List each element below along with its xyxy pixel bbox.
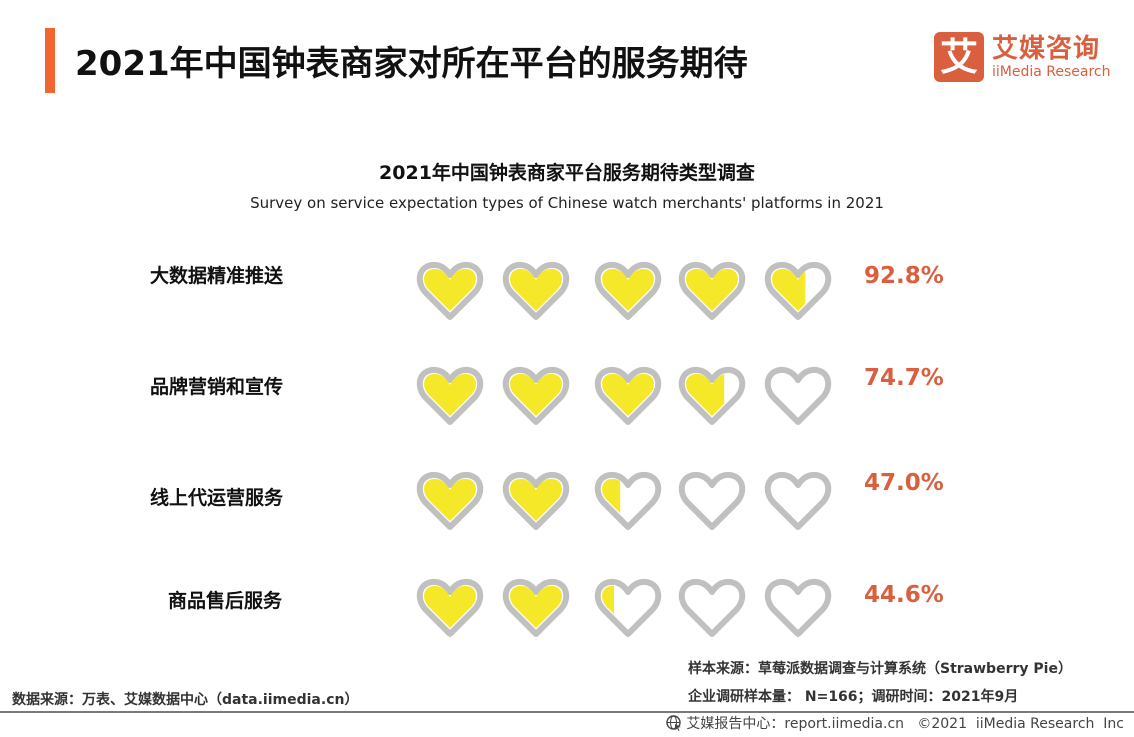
row-label: 品牌营销和宣传 bbox=[150, 376, 284, 398]
value-label: 92.8% bbox=[864, 263, 944, 289]
heart-icon bbox=[592, 360, 664, 432]
heart-icon bbox=[762, 572, 834, 644]
value-label: 44.6% bbox=[864, 582, 944, 608]
heart-icon bbox=[592, 255, 664, 327]
chart-row: 品牌营销和宣传 74.7% bbox=[0, 360, 1134, 440]
heart-icon bbox=[500, 360, 572, 432]
logo-english-name: iiMedia Research bbox=[992, 64, 1111, 80]
heart-icon bbox=[676, 465, 748, 537]
chart-row: 商品售后服务 44.6% bbox=[0, 572, 1134, 652]
heart-icon bbox=[676, 255, 748, 327]
value-label: 74.7% bbox=[864, 365, 944, 391]
footer: 艾媒报告中心：report.iimedia.cn ©2021 iiMedia R… bbox=[666, 713, 1124, 733]
chart-subtitle: Survey on service expectation types of C… bbox=[250, 194, 884, 212]
heart-icon bbox=[500, 255, 572, 327]
heart-icon bbox=[414, 255, 486, 327]
heart-icon bbox=[500, 572, 572, 644]
logo-chinese-name: 艾媒咨询 bbox=[992, 34, 1101, 64]
heart-icon bbox=[762, 465, 834, 537]
chart-row: 大数据精准推送 92.8% bbox=[0, 255, 1134, 335]
footer-text: 艾媒报告中心：report.iimedia.cn ©2021 iiMedia R… bbox=[686, 716, 1124, 732]
heart-icon bbox=[500, 465, 572, 537]
heart-icon bbox=[676, 572, 748, 644]
logo-mark-icon: 艾 bbox=[934, 32, 984, 82]
chart-title: 2021年中国钟表商家平台服务期待类型调查 bbox=[379, 162, 755, 184]
sample-source-note: 样本来源：草莓派数据调查与计算系统（Strawberry Pie） bbox=[688, 661, 1072, 677]
row-label: 大数据精准推送 bbox=[150, 265, 284, 287]
heart-icon bbox=[414, 360, 486, 432]
page-title: 2021年中国钟表商家对所在平台的服务期待 bbox=[75, 44, 748, 84]
heart-icon bbox=[592, 465, 664, 537]
footer-divider bbox=[0, 711, 1134, 713]
iimedia-logo: 艾 艾媒咨询 iiMedia Research bbox=[934, 32, 1111, 82]
heart-icon bbox=[676, 360, 748, 432]
value-label: 47.0% bbox=[864, 470, 944, 496]
chart-row: 线上代运营服务 47.0% bbox=[0, 465, 1134, 545]
globe-cursor-icon bbox=[666, 715, 682, 731]
data-source-note: 数据来源：万表、艾媒数据中心（data.iimedia.cn） bbox=[12, 692, 359, 708]
heart-icon bbox=[762, 360, 834, 432]
title-accent-bar bbox=[45, 28, 55, 93]
sample-size-note: 企业调研样本量： N=166；调研时间：2021年9月 bbox=[688, 689, 1019, 705]
row-label: 商品售后服务 bbox=[167, 590, 282, 612]
row-label: 线上代运营服务 bbox=[150, 487, 284, 509]
heart-icon bbox=[762, 255, 834, 327]
heart-icon bbox=[414, 572, 486, 644]
heart-icon bbox=[414, 465, 486, 537]
heart-icon bbox=[592, 572, 664, 644]
